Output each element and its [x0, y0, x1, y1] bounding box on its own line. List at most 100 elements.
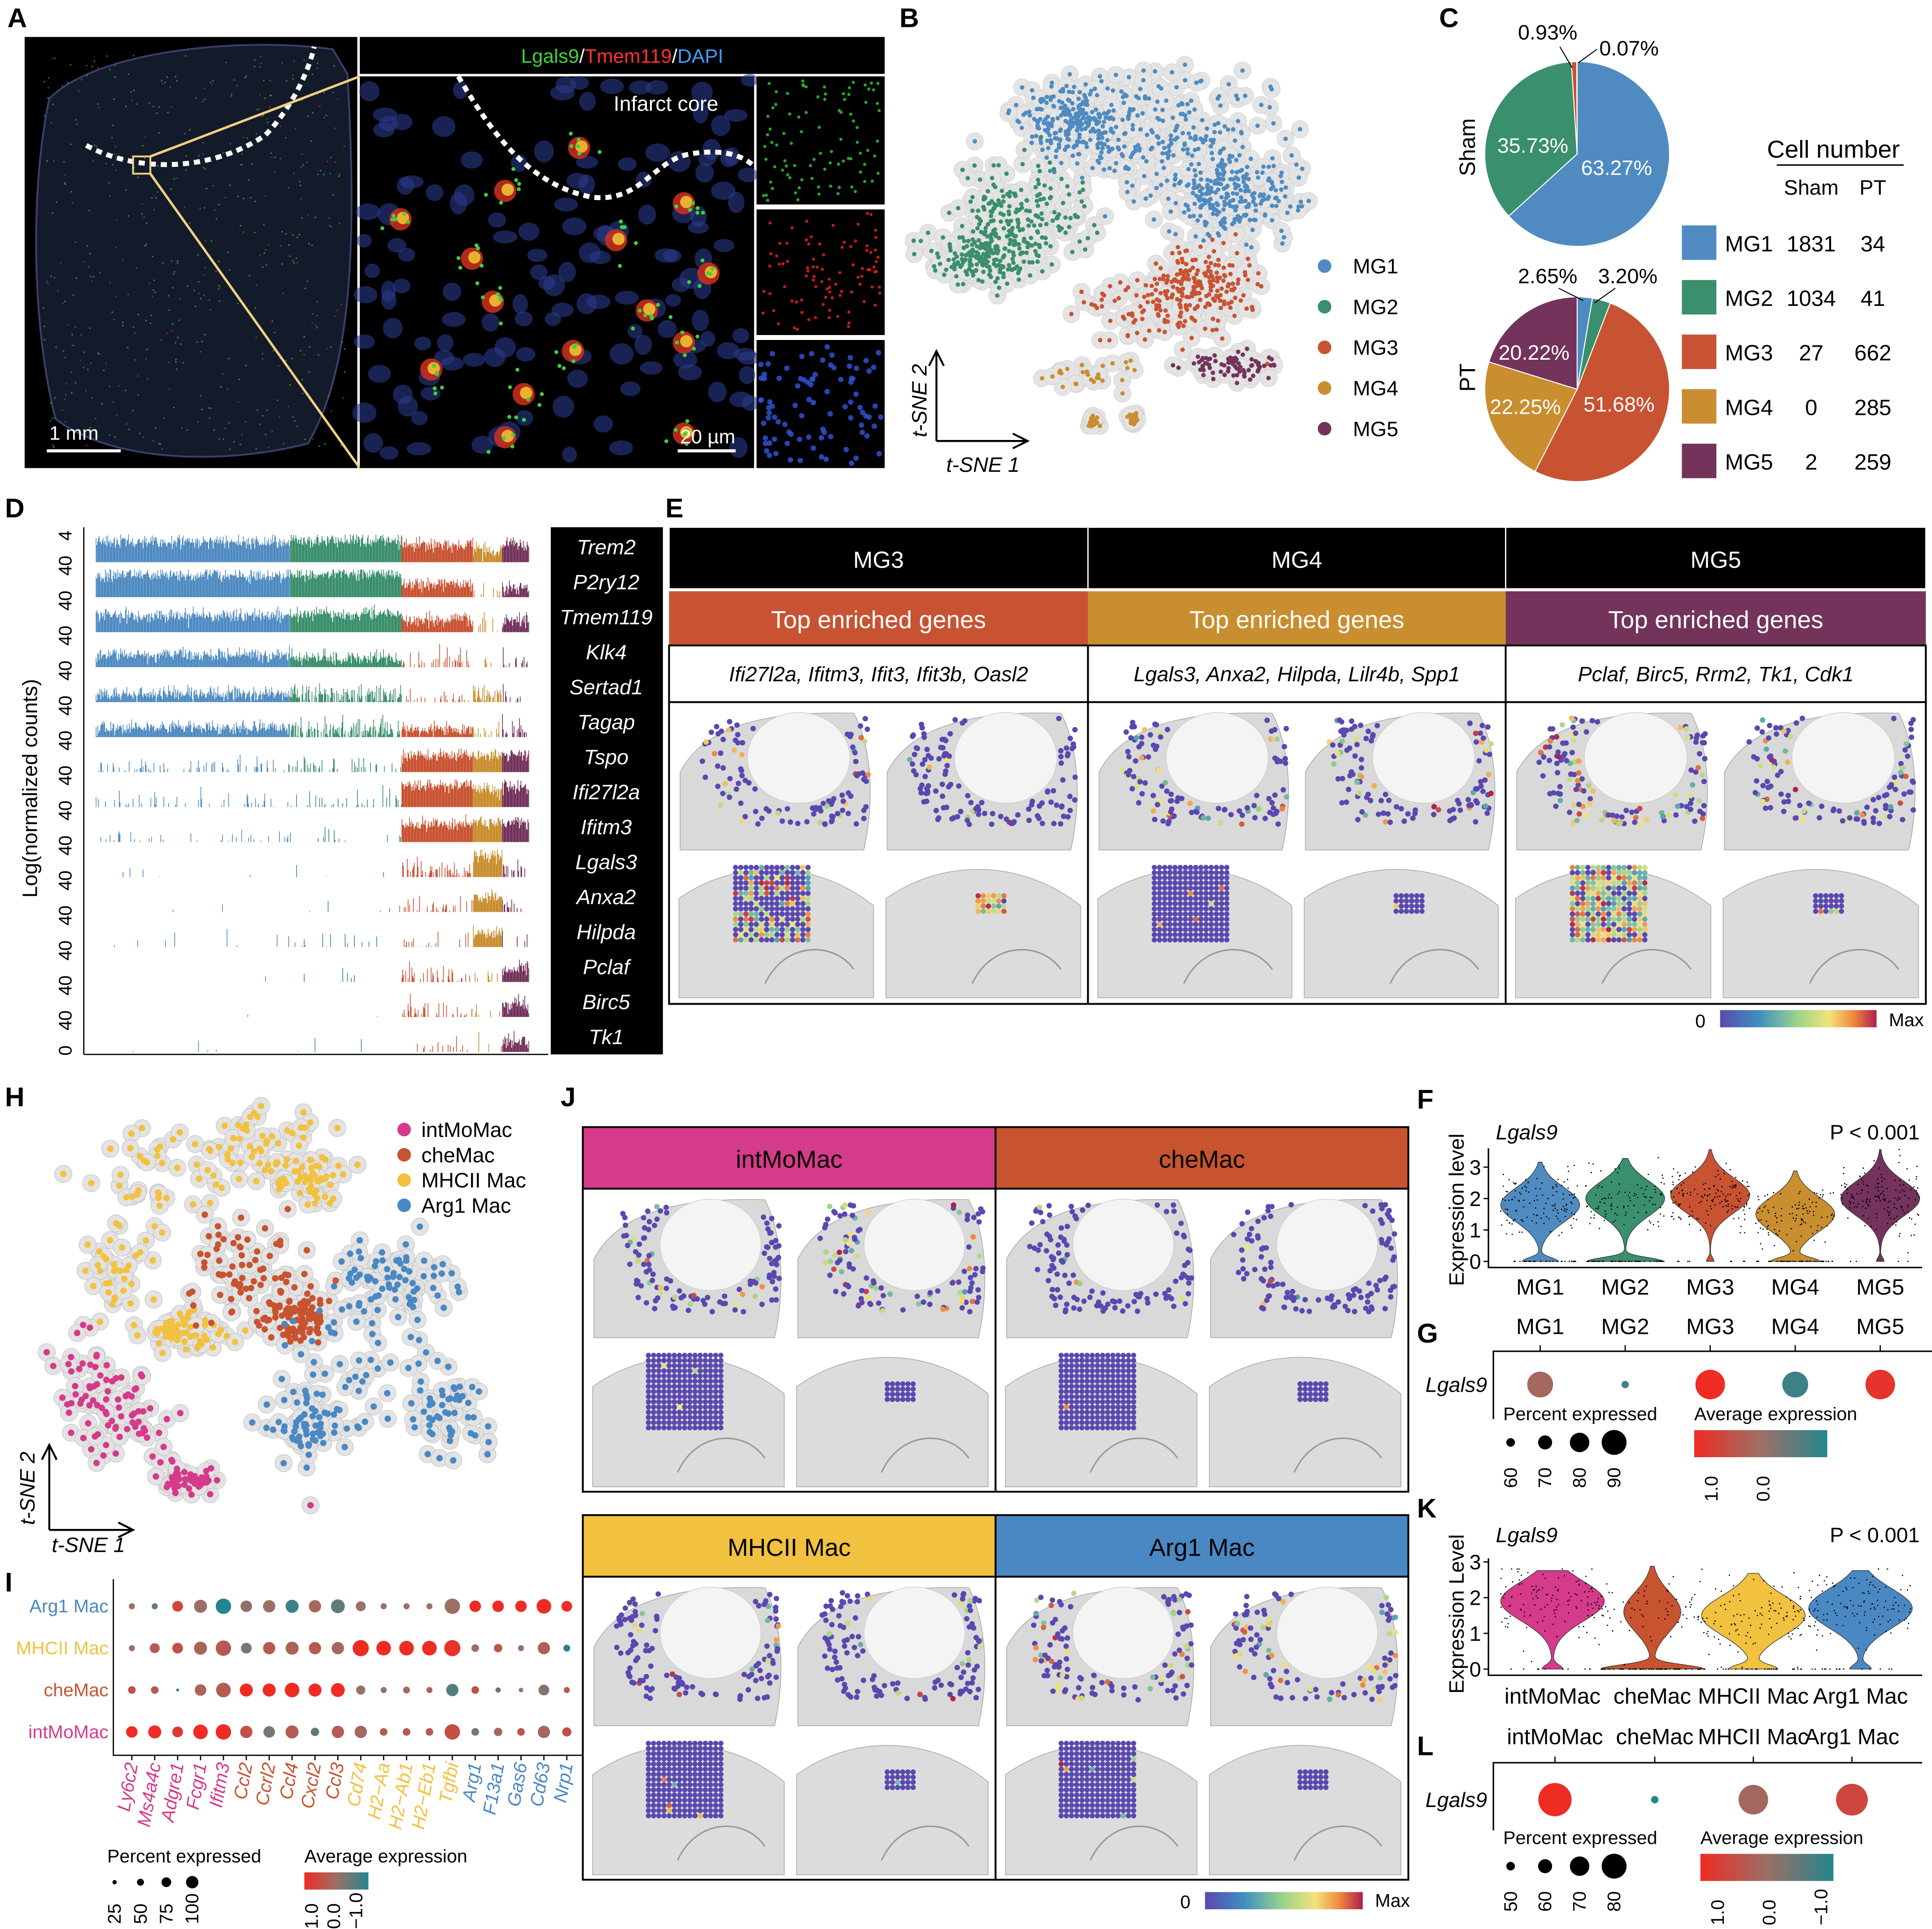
spot [936, 756, 942, 762]
cell-point-mg2 [1063, 215, 1068, 220]
colocalized-signal [680, 426, 693, 439]
spot [733, 786, 739, 792]
spot [840, 807, 846, 813]
spot [921, 799, 927, 805]
spot [703, 739, 709, 745]
cell-point-mg1 [1102, 167, 1107, 172]
channel-signal [856, 275, 860, 279]
track-bars-ifi27l2a-mg4 [473, 782, 502, 807]
signal-dot [288, 405, 290, 408]
row-name-mg2: MG2 [1725, 286, 1773, 311]
signal-dot [56, 201, 58, 203]
spot [956, 783, 962, 789]
lgals9-puncta [597, 150, 602, 154]
spot [748, 890, 754, 896]
cell-point-mg1 [1066, 97, 1071, 102]
cell-point-mg1 [1266, 164, 1271, 169]
cell-point-mg1 [1080, 140, 1085, 145]
signal-dot [303, 59, 305, 61]
channel-signal [849, 113, 853, 116]
lgals9-puncta [517, 182, 521, 186]
signal-dot [244, 421, 246, 423]
channel-signal [866, 148, 870, 152]
spot [785, 875, 790, 880]
channel-signal [811, 400, 816, 405]
cell-point-mg2 [1065, 184, 1070, 189]
nucleus [411, 411, 428, 426]
spot [789, 875, 795, 880]
channel-signal [821, 430, 827, 435]
spot [779, 922, 785, 927]
signal-dot [76, 123, 78, 125]
spot [795, 922, 801, 927]
signal-dot [254, 307, 257, 309]
channel-signal [795, 300, 798, 304]
nucleus [629, 80, 652, 95]
cell-point-mg2 [1043, 241, 1048, 246]
cell-point-mg2 [981, 260, 986, 265]
cell-point-mg3 [1143, 337, 1147, 342]
spot [1155, 802, 1160, 808]
spot [738, 865, 744, 870]
cell-point-mg3 [1162, 330, 1167, 335]
cell-point-mg1 [1217, 130, 1222, 135]
cell-point-mg1 [1144, 159, 1149, 164]
cell-point-mg1 [1099, 79, 1104, 84]
signal-dot [283, 443, 285, 445]
nucleus [558, 261, 576, 283]
channel-signal [866, 414, 872, 420]
signal-dot [334, 315, 336, 318]
lgals9-puncta [514, 178, 519, 183]
cell-point-mg1 [1175, 135, 1180, 140]
cell-point-mg2 [1001, 194, 1006, 199]
spot [789, 937, 795, 943]
signal-dot [240, 225, 242, 227]
cell-point-mg4 [1135, 418, 1140, 422]
signal-dot [170, 260, 173, 262]
legend-label-mg2: MG2 [1353, 295, 1398, 318]
signal-dot [72, 344, 74, 347]
spot [1484, 810, 1490, 816]
signal-dot [113, 153, 116, 155]
signal-dot [219, 386, 222, 388]
cell-point-mg4 [1080, 370, 1085, 374]
signal-dot [229, 143, 231, 145]
cell-point-mg3 [1092, 303, 1097, 308]
spot [743, 906, 749, 912]
cell-point-mg5 [1222, 372, 1227, 377]
cell-point-mg2 [995, 293, 1000, 298]
nucleus [567, 173, 589, 189]
cell-point-mg2 [977, 238, 981, 243]
channel-signal [798, 457, 803, 463]
cell-point-mg1 [1203, 138, 1208, 143]
cell-point-mg3 [1211, 317, 1216, 321]
cell-point-mg3 [1229, 287, 1234, 292]
green-channel-image [756, 76, 885, 205]
signal-dot [148, 282, 151, 284]
cell-point-mg1 [1234, 175, 1239, 180]
cell-point-mg2 [1037, 243, 1042, 248]
cell-point-mg1 [1094, 107, 1099, 112]
cell-point-mg4 [1096, 372, 1101, 377]
track-bars-klk4-mg3 [402, 644, 469, 667]
spot [769, 911, 775, 917]
signal-dot [279, 125, 282, 127]
signal-dot [49, 420, 52, 422]
cell-point-mg2 [961, 282, 966, 287]
cell-point-mg2 [929, 248, 934, 253]
signal-dot [324, 443, 326, 445]
tsne-scatter-mg [905, 56, 1318, 435]
cell-point-mg1 [1098, 154, 1103, 159]
channel-signal [816, 95, 820, 99]
lgals9-puncta [515, 367, 519, 372]
track-bars-tagap-mg5 [502, 714, 529, 737]
signal-dot [202, 166, 205, 169]
spot [764, 901, 769, 906]
spot [759, 865, 764, 870]
lgals9-puncta [507, 415, 511, 419]
pct-sham-mg5: 0.07% [1599, 37, 1658, 60]
spot [795, 937, 801, 943]
nucleus [567, 370, 588, 388]
signal-dot [118, 385, 119, 387]
cell-point-mg1 [1234, 93, 1239, 98]
